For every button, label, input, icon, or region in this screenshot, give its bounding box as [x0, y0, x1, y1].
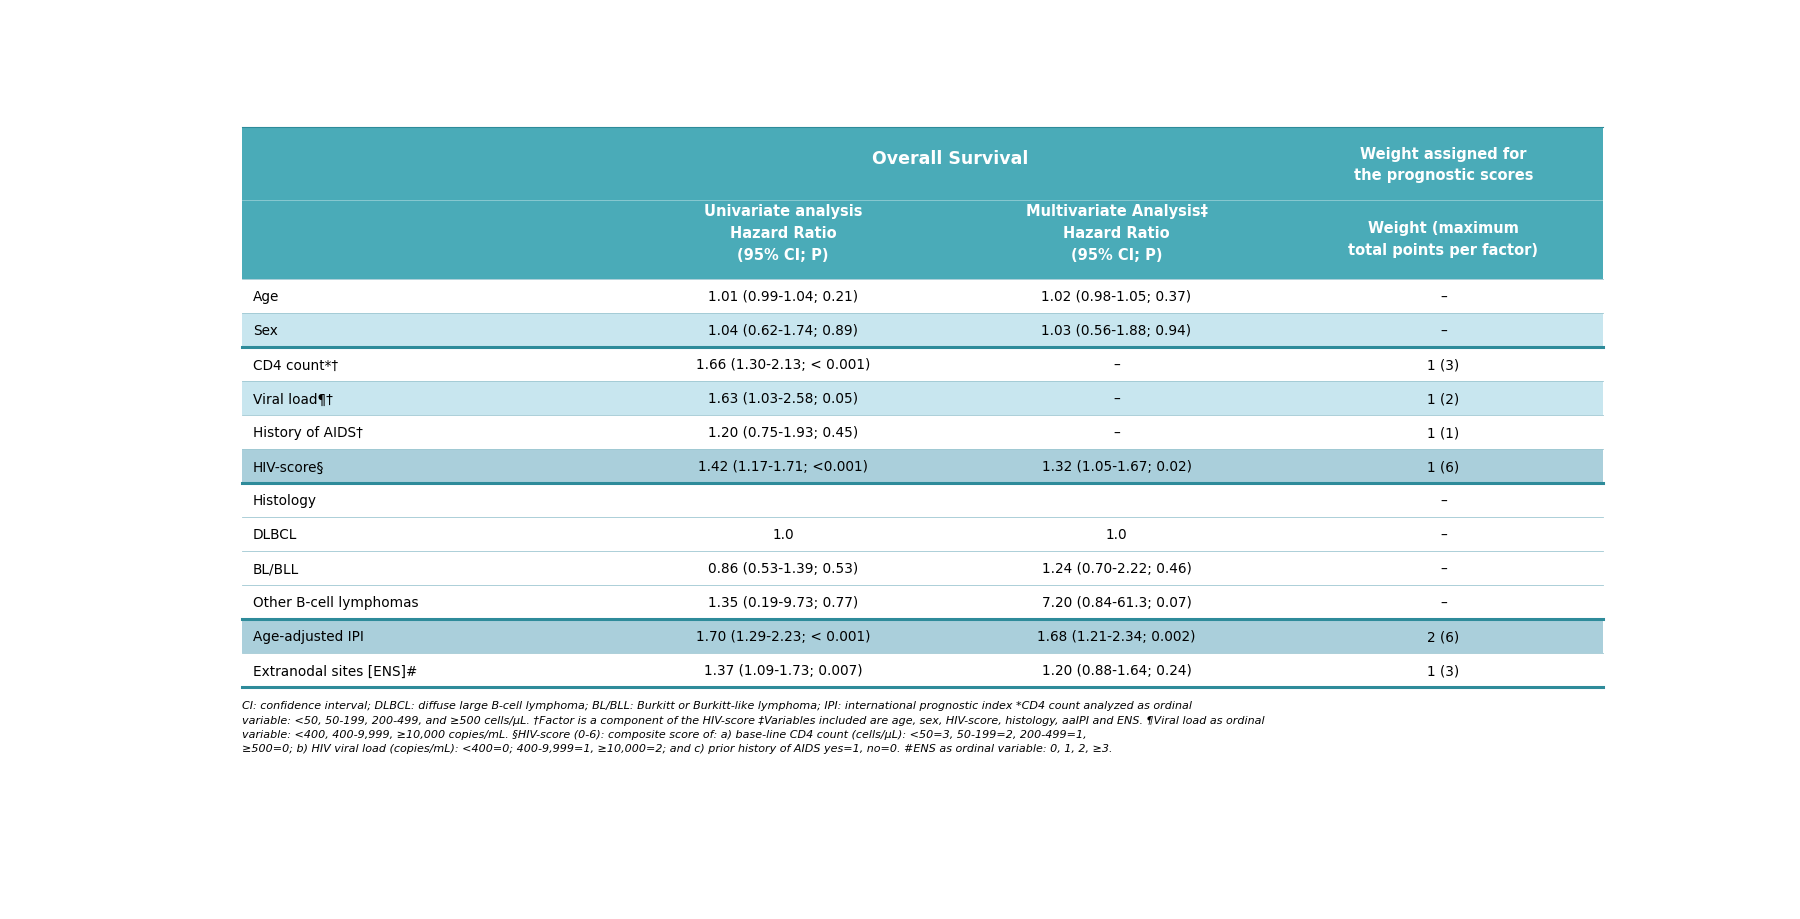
Text: 1.02 (0.98-1.05; 0.37): 1.02 (0.98-1.05; 0.37) — [1042, 290, 1192, 304]
Bar — [241, 619, 1604, 653]
Text: 1.32 (1.05-1.67; 0.02): 1.32 (1.05-1.67; 0.02) — [1042, 460, 1192, 474]
Bar — [241, 653, 1604, 687]
Text: Weight assigned for
the prognostic scores: Weight assigned for the prognostic score… — [1354, 146, 1534, 183]
Text: Extranodal sites [ENS]#: Extranodal sites [ENS]# — [252, 664, 418, 677]
Text: –: – — [1112, 426, 1120, 440]
Text: –: – — [1440, 562, 1447, 576]
Text: 2 (6): 2 (6) — [1427, 630, 1460, 643]
Bar — [241, 416, 1604, 450]
Bar — [241, 450, 1604, 484]
Text: CD4 count*†: CD4 count*† — [252, 358, 338, 372]
Text: Sex: Sex — [252, 324, 277, 338]
Text: CI: confidence interval; DLBCL: diffuse large B-cell lymphoma; BL/BLL: Burkitt o: CI: confidence interval; DLBCL: diffuse … — [241, 700, 1264, 754]
Text: 1.70 (1.29-2.23; < 0.001): 1.70 (1.29-2.23; < 0.001) — [695, 630, 869, 643]
Text: 1.63 (1.03-2.58; 0.05): 1.63 (1.03-2.58; 0.05) — [707, 392, 859, 406]
Text: 1.03 (0.56-1.88; 0.94): 1.03 (0.56-1.88; 0.94) — [1042, 324, 1192, 338]
Text: 1 (3): 1 (3) — [1427, 358, 1460, 372]
Text: 1 (1): 1 (1) — [1427, 426, 1460, 440]
Text: 1 (6): 1 (6) — [1427, 460, 1460, 474]
Text: –: – — [1440, 290, 1447, 304]
Text: Other B-cell lymphomas: Other B-cell lymphomas — [252, 596, 419, 610]
Text: 0.86 (0.53-1.39; 0.53): 0.86 (0.53-1.39; 0.53) — [707, 562, 859, 576]
Text: Histology: Histology — [252, 494, 317, 508]
Text: History of AIDS†: History of AIDS† — [252, 426, 364, 440]
Text: 1 (2): 1 (2) — [1427, 392, 1460, 406]
Text: –: – — [1440, 596, 1447, 610]
Text: Viral load¶†: Viral load¶† — [252, 392, 333, 406]
Text: Overall Survival: Overall Survival — [871, 150, 1028, 167]
Text: Univariate analysis
Hazard Ratio
(95% CI; P): Univariate analysis Hazard Ratio (95% CI… — [704, 203, 862, 263]
Text: 1.66 (1.30-2.13; < 0.001): 1.66 (1.30-2.13; < 0.001) — [697, 358, 869, 372]
Text: Weight (maximum
total points per factor): Weight (maximum total points per factor) — [1348, 221, 1539, 257]
Text: –: – — [1112, 358, 1120, 372]
Text: –: – — [1440, 324, 1447, 338]
Text: BL/BLL: BL/BLL — [252, 562, 299, 576]
Text: 1.35 (0.19-9.73; 0.77): 1.35 (0.19-9.73; 0.77) — [707, 596, 859, 610]
Bar — [241, 551, 1604, 585]
Text: HIV-score§: HIV-score§ — [252, 460, 324, 474]
Text: 1.24 (0.70-2.22; 0.46): 1.24 (0.70-2.22; 0.46) — [1042, 562, 1192, 576]
Bar — [241, 128, 1604, 280]
Text: 7.20 (0.84-61.3; 0.07): 7.20 (0.84-61.3; 0.07) — [1042, 596, 1192, 610]
Bar — [241, 348, 1604, 382]
Text: 1.68 (1.21-2.34; 0.002): 1.68 (1.21-2.34; 0.002) — [1037, 630, 1195, 643]
Text: 1.20 (0.88-1.64; 0.24): 1.20 (0.88-1.64; 0.24) — [1042, 664, 1192, 677]
Bar — [241, 314, 1604, 348]
Text: Multivariate Analysis‡
Hazard Ratio
(95% CI; P): Multivariate Analysis‡ Hazard Ratio (95%… — [1026, 203, 1208, 263]
Text: 1.0: 1.0 — [1105, 528, 1127, 542]
Text: 1 (3): 1 (3) — [1427, 664, 1460, 677]
Text: DLBCL: DLBCL — [252, 528, 297, 542]
Bar — [241, 585, 1604, 619]
Text: 1.37 (1.09-1.73; 0.007): 1.37 (1.09-1.73; 0.007) — [704, 664, 862, 677]
Text: Age-adjusted IPI: Age-adjusted IPI — [252, 630, 364, 643]
Text: –: – — [1440, 494, 1447, 508]
Text: Age: Age — [252, 290, 279, 304]
Text: 1.42 (1.17-1.71; <0.001): 1.42 (1.17-1.71; <0.001) — [698, 460, 868, 474]
Bar — [241, 382, 1604, 416]
Text: 1.04 (0.62-1.74; 0.89): 1.04 (0.62-1.74; 0.89) — [707, 324, 859, 338]
Bar — [241, 518, 1604, 551]
Text: 1.01 (0.99-1.04; 0.21): 1.01 (0.99-1.04; 0.21) — [707, 290, 859, 304]
Text: –: – — [1440, 528, 1447, 542]
Text: 1.0: 1.0 — [772, 528, 794, 542]
Text: 1.20 (0.75-1.93; 0.45): 1.20 (0.75-1.93; 0.45) — [707, 426, 859, 440]
Bar — [241, 280, 1604, 314]
Bar — [241, 484, 1604, 518]
Text: –: – — [1112, 392, 1120, 406]
